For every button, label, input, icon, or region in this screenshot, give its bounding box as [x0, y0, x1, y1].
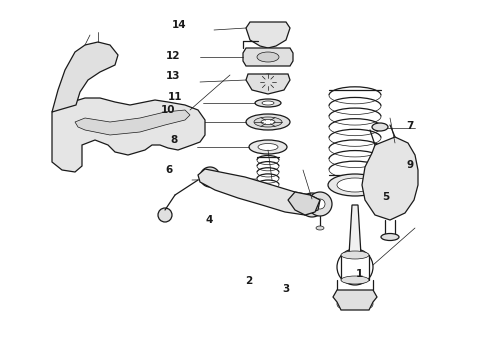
Polygon shape [246, 22, 290, 48]
Ellipse shape [372, 123, 388, 131]
Circle shape [263, 52, 273, 62]
Circle shape [200, 167, 220, 187]
Circle shape [158, 208, 172, 222]
Text: 13: 13 [166, 71, 180, 81]
Polygon shape [52, 98, 205, 172]
Polygon shape [243, 48, 293, 66]
Circle shape [206, 173, 214, 181]
Circle shape [265, 31, 271, 37]
Ellipse shape [246, 114, 290, 130]
Text: 4: 4 [206, 215, 213, 225]
Ellipse shape [328, 174, 382, 196]
Circle shape [62, 114, 74, 126]
Text: 11: 11 [168, 92, 182, 102]
Circle shape [260, 74, 276, 90]
Circle shape [307, 200, 317, 210]
Text: 3: 3 [282, 284, 290, 294]
Circle shape [404, 191, 412, 199]
Text: 9: 9 [407, 160, 414, 170]
Circle shape [145, 103, 155, 113]
Polygon shape [246, 74, 290, 94]
Ellipse shape [254, 117, 282, 127]
Polygon shape [333, 290, 377, 310]
Circle shape [386, 181, 394, 189]
Ellipse shape [341, 276, 369, 284]
Ellipse shape [258, 144, 278, 150]
Ellipse shape [249, 140, 287, 154]
Text: 12: 12 [166, 51, 180, 61]
Circle shape [190, 125, 200, 135]
Circle shape [73, 100, 83, 110]
Ellipse shape [381, 234, 399, 240]
Circle shape [368, 171, 376, 179]
Text: 6: 6 [165, 165, 172, 175]
Circle shape [264, 78, 272, 86]
Circle shape [337, 300, 345, 308]
Polygon shape [362, 137, 418, 220]
Text: 5: 5 [382, 192, 390, 202]
Circle shape [365, 300, 373, 308]
Polygon shape [198, 169, 320, 215]
Text: 1: 1 [356, 269, 363, 279]
Ellipse shape [262, 101, 274, 105]
Circle shape [300, 193, 324, 217]
Circle shape [261, 27, 275, 41]
Ellipse shape [255, 99, 281, 107]
Circle shape [315, 199, 325, 209]
Ellipse shape [257, 52, 279, 62]
Polygon shape [349, 205, 361, 255]
Circle shape [308, 192, 332, 216]
Text: 7: 7 [407, 121, 414, 131]
Polygon shape [288, 192, 320, 215]
Text: 8: 8 [170, 135, 177, 145]
Ellipse shape [316, 226, 324, 230]
Text: 14: 14 [172, 20, 186, 30]
Text: 2: 2 [245, 276, 252, 286]
Circle shape [387, 234, 393, 240]
Polygon shape [75, 110, 190, 135]
Circle shape [380, 175, 400, 195]
Ellipse shape [341, 251, 369, 259]
Circle shape [368, 163, 412, 207]
Text: 10: 10 [161, 105, 175, 115]
Polygon shape [52, 42, 118, 112]
Circle shape [351, 292, 359, 300]
Ellipse shape [337, 178, 373, 192]
Ellipse shape [261, 120, 275, 125]
